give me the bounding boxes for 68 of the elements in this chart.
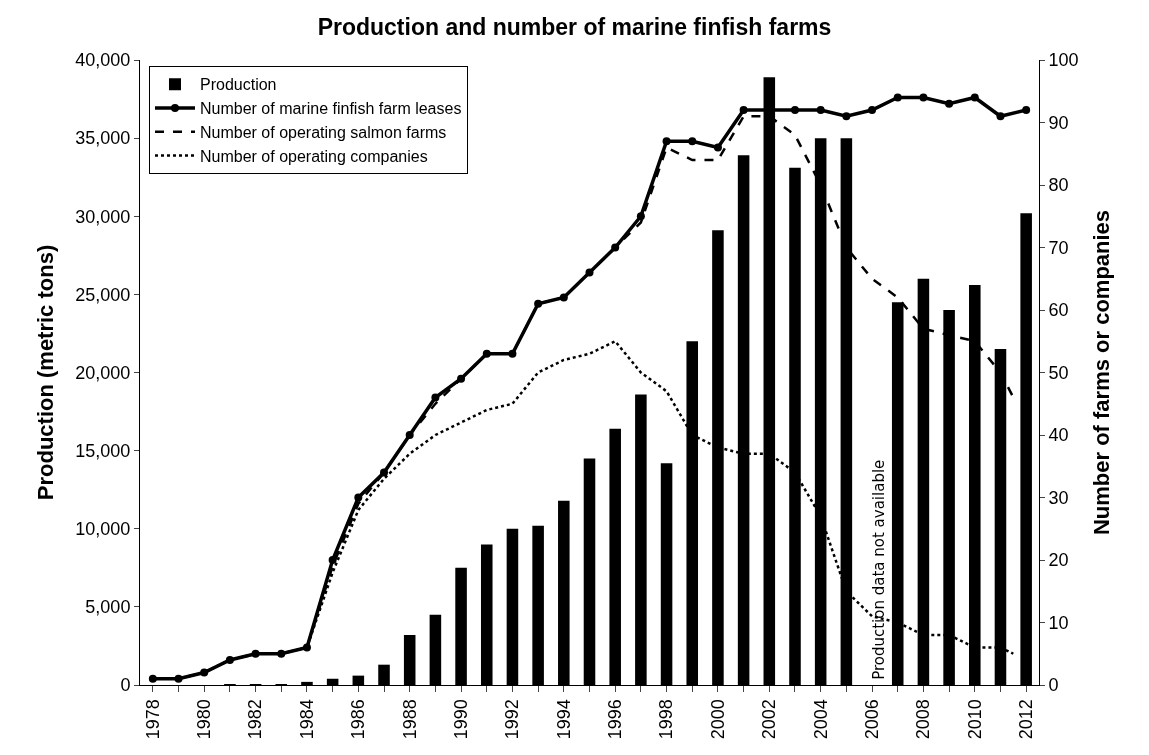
x-tick-label: 2010 — [964, 699, 985, 740]
point — [790, 106, 799, 114]
y2-tick-label: 20 — [1048, 550, 1069, 571]
x-tick-label: 2012 — [1016, 699, 1037, 740]
point — [148, 674, 157, 683]
point — [945, 99, 954, 108]
point — [893, 93, 902, 102]
point — [688, 137, 697, 146]
y-tick-label: 30,000 — [75, 206, 131, 227]
legend-label: Number of marine finfish farm leases — [199, 100, 462, 118]
y2-tick-label: 10 — [1048, 612, 1069, 633]
x-tick-label: 1980 — [194, 699, 215, 740]
y-axis-title: Production (metric tons) — [33, 244, 59, 501]
x-tick-label: 1978 — [142, 699, 163, 740]
y-tick-label: 25,000 — [75, 284, 131, 305]
point — [380, 468, 389, 477]
point — [662, 137, 671, 146]
point — [713, 143, 722, 152]
y2-tick-label: 90 — [1048, 112, 1069, 133]
legend-label: Number of operating salmon farms — [199, 123, 447, 141]
annotation: Production data not available — [870, 459, 889, 680]
x-tick-label: 1990 — [450, 699, 471, 740]
point — [970, 93, 979, 102]
y-tick-label: 0 — [120, 675, 131, 696]
y2-axis-title: Number of farms or companies — [1088, 209, 1114, 536]
point — [431, 393, 440, 402]
y-tick-label: 35,000 — [75, 128, 131, 149]
y2-tick-label: 0 — [1048, 675, 1059, 696]
x-tick-label: 2008 — [913, 699, 934, 740]
y2-tick-label: 80 — [1048, 175, 1069, 196]
x-tick-label: 2004 — [810, 699, 831, 740]
legend-label: Number of operating companies — [199, 147, 428, 165]
y2-tick-label: 100 — [1048, 50, 1079, 71]
x-tick-label: 1998 — [656, 699, 677, 740]
x-tick-label: 1982 — [245, 699, 266, 740]
point — [508, 349, 517, 358]
x-tick-label: 2000 — [707, 699, 728, 740]
point — [868, 106, 877, 114]
point — [636, 212, 645, 221]
legend-label: Production — [199, 76, 277, 94]
point — [816, 106, 825, 114]
y-tick-label: 40,000 — [75, 50, 131, 71]
y-tick-label: 5,000 — [85, 597, 131, 618]
point — [842, 112, 851, 121]
x-tick-label: 1986 — [348, 699, 369, 740]
point — [739, 106, 748, 114]
y-tick-label: 15,000 — [75, 440, 131, 461]
y-tick-label: 10,000 — [75, 519, 131, 540]
x-tick-label: 1984 — [296, 699, 317, 740]
y2-tick-label: 30 — [1048, 487, 1069, 508]
y2-tick-label: 70 — [1048, 237, 1069, 258]
chart-title: Production and number of marine finfish farms — [317, 13, 832, 40]
y-tick-label: 20,000 — [75, 362, 131, 383]
point — [354, 493, 363, 502]
point — [919, 93, 928, 102]
x-tick-label: 1996 — [605, 699, 626, 740]
point — [996, 112, 1005, 121]
y2-tick-label: 40 — [1048, 425, 1069, 446]
point — [1022, 106, 1031, 114]
point — [328, 556, 337, 564]
y2-tick-label: 60 — [1048, 300, 1069, 321]
y2-tick-label: 50 — [1048, 362, 1069, 383]
point — [534, 299, 543, 308]
x-tick-label: 2002 — [759, 699, 780, 740]
x-tick-label: 1988 — [399, 699, 420, 740]
x-tick-label: 2006 — [861, 699, 882, 740]
x-tick-label: 1992 — [502, 699, 523, 740]
x-tick-label: 1994 — [553, 699, 574, 740]
